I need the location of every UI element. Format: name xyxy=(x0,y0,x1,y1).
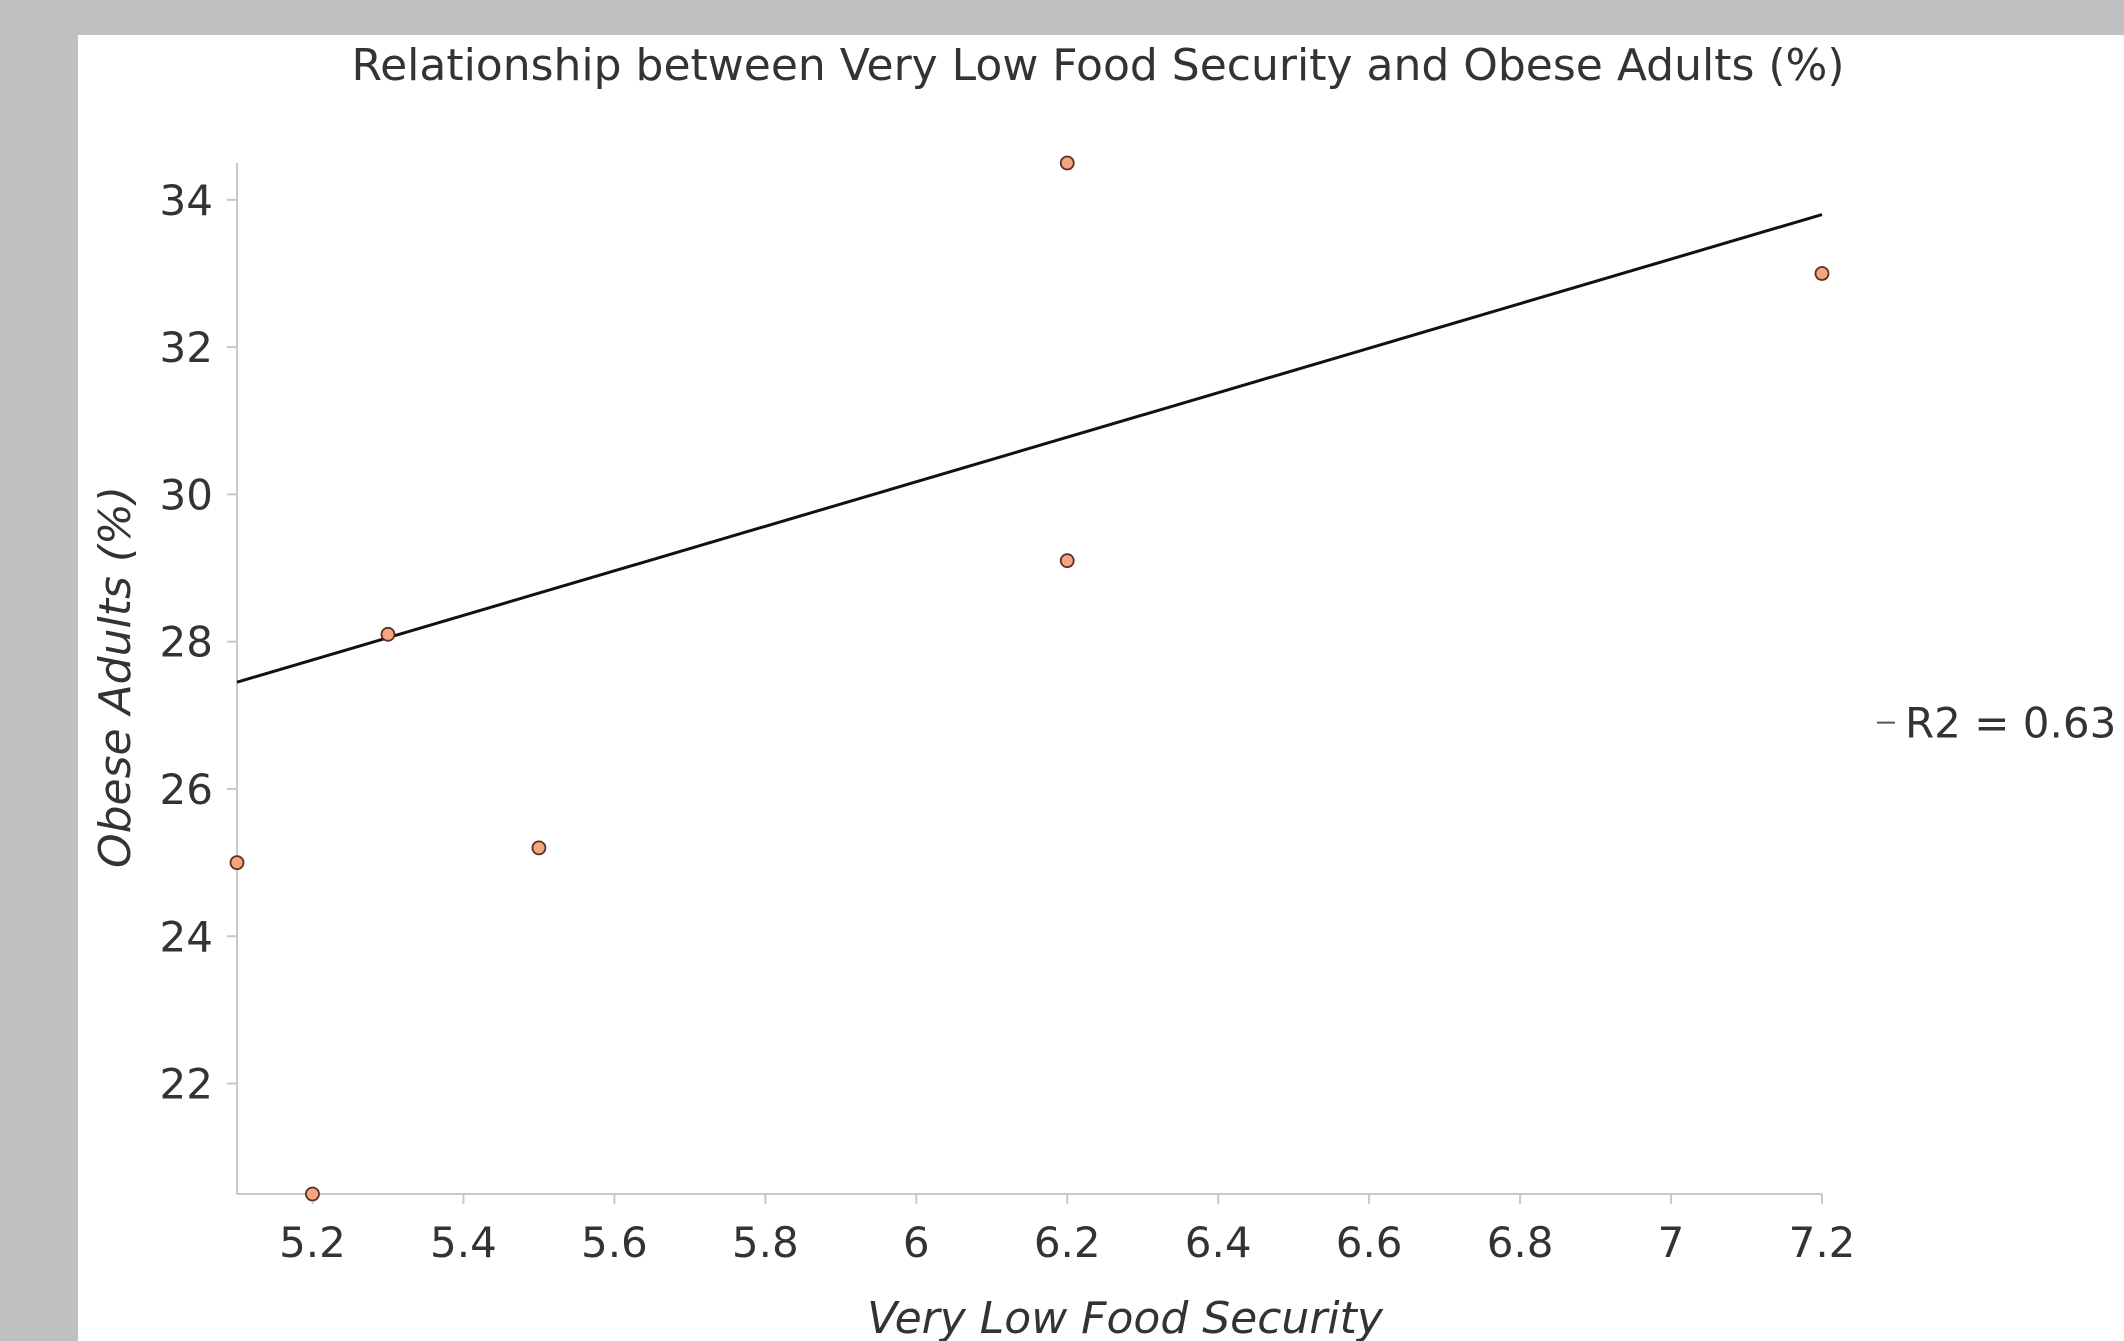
x-axis-label: Very Low Food Security xyxy=(867,1293,1384,1341)
x-tick-label: 7.2 xyxy=(1789,1218,1856,1267)
x-tick-label: 6.2 xyxy=(1034,1218,1101,1267)
data-point xyxy=(380,626,396,642)
x-tick-label: 6.6 xyxy=(1336,1218,1403,1267)
data-point xyxy=(531,840,547,856)
y-tick-label: 34 xyxy=(160,176,213,225)
data-point xyxy=(1814,266,1830,281)
axes: 22 24 26 28 30 32 34 5.2 5.4 5.6 5.8 6 6.2 6.4 6.6 6.8 7… xyxy=(160,163,1856,1267)
chart-panel xyxy=(78,35,2124,1341)
trendline xyxy=(236,213,1823,684)
x-tick-label: 7 xyxy=(1658,1218,1685,1267)
trendline-layer xyxy=(236,213,1823,684)
x-tick-label: 5.4 xyxy=(430,1218,497,1267)
x-tick-label: 6.8 xyxy=(1487,1218,1554,1267)
x-tick-label: 6.4 xyxy=(1185,1218,1252,1267)
y-tick-label: 24 xyxy=(160,912,213,961)
y-axis-label: Obese Adults (%) xyxy=(90,486,141,868)
data-points xyxy=(229,155,1830,1202)
r2-annotation-text: R2 = 0.63 xyxy=(1905,699,2116,748)
r2-annotation: R2 = 0.63 xyxy=(1877,699,2116,748)
y-tick-label: 30 xyxy=(160,470,213,519)
y-tick-label: 32 xyxy=(160,323,213,372)
y-tick-label: 22 xyxy=(160,1060,213,1109)
x-tick-label: 5.6 xyxy=(581,1218,648,1267)
y-tick-label: 28 xyxy=(160,618,213,667)
data-point xyxy=(305,1186,320,1202)
y-tick-label: 26 xyxy=(160,765,213,814)
data-point xyxy=(1059,553,1075,569)
data-point xyxy=(229,855,245,871)
x-tick-label: 5.8 xyxy=(732,1218,799,1267)
chart-title: Relationship between Very Low Food Secur… xyxy=(351,40,1844,91)
x-tick-label: 6 xyxy=(903,1218,930,1267)
x-tick-label: 5.2 xyxy=(279,1218,346,1267)
data-point xyxy=(1059,155,1075,171)
